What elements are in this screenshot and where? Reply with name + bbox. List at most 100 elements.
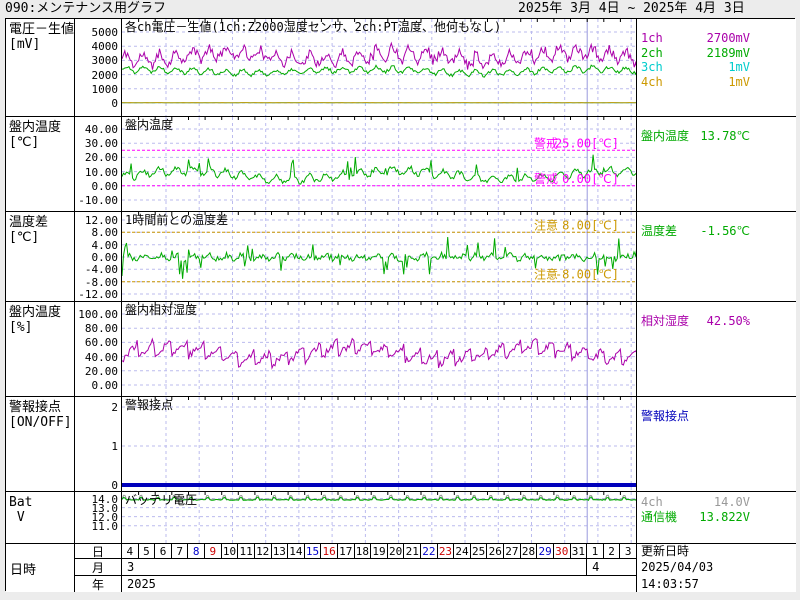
y-tick-label: 0.00 xyxy=(91,379,119,392)
update-datetime: 更新日時 2025/04/03 14:03:57 xyxy=(636,543,796,592)
y-tick-label: 4000 xyxy=(91,40,119,54)
row-unit-text: [mV] xyxy=(9,37,41,52)
y-tick-label: 1000 xyxy=(91,82,119,96)
y-tick-label: 3000 xyxy=(91,54,119,68)
y-tick-label: -4.00 xyxy=(84,263,118,277)
date-row-label: 日時 xyxy=(6,543,74,592)
svg-text:8.00[℃]: 8.00[℃] xyxy=(562,218,619,232)
current-value-label: 4ch xyxy=(641,74,663,89)
y-tick-label: 30.00 xyxy=(84,137,118,151)
current-value-label: 3ch xyxy=(641,60,663,74)
y-tick-label: 5000 xyxy=(91,26,119,39)
day-cell: 18 xyxy=(353,543,371,558)
current-value: 2700mV xyxy=(706,31,750,45)
day-cell: 23 xyxy=(436,543,454,558)
current-value: -1.56℃ xyxy=(700,224,750,238)
current-value-row: 警報接点 xyxy=(637,409,796,424)
day-cell: 5 xyxy=(137,543,155,558)
y-tick-label: -8.00 xyxy=(84,275,118,289)
y-axis-battery-voltage: 14.0 13.0 12.0 11.0 xyxy=(74,491,121,543)
row-unit-text: [%] xyxy=(9,320,33,335)
svg-text:注意: 注意 xyxy=(534,267,558,282)
chart-title-voltage-raw: 各ch電圧－生値(1ch:Z2000湿度センサ、2ch:PT温度、他何もなし) xyxy=(125,20,502,34)
right-panel-temperature-diff: 温度差 -1.56℃ xyxy=(636,211,796,301)
chart-title-relative-humidity: 盤内相対湿度 xyxy=(125,303,198,317)
right-panel-relative-humidity: 相対湿度 42.50% xyxy=(636,301,796,396)
current-value-label: 警報接点 xyxy=(641,409,690,423)
chart-title-panel-temperature: 盤内温度 xyxy=(125,118,174,132)
chart-svg-voltage-raw xyxy=(122,19,636,116)
row-label-text: 盤内温度 xyxy=(9,120,62,135)
y-tick-label: 2 xyxy=(111,401,118,414)
row-label-text: 警報接点 xyxy=(9,400,62,415)
y-tick-label: 12.0 xyxy=(91,510,119,524)
day-cell: 4 xyxy=(121,543,138,558)
current-value: 42.50% xyxy=(706,314,750,328)
day-cell: 21 xyxy=(403,543,421,558)
day-cell: 31 xyxy=(569,543,587,558)
y-tick-label: 0.00 xyxy=(91,179,119,193)
day-cell: 15 xyxy=(303,543,321,558)
row-unit-text: [℃] xyxy=(9,135,40,150)
day-cell: 9 xyxy=(204,543,221,558)
y-axis-temperature-diff: 12.00 8.00 4.00 0.00 -4.00 -8.00 -12.00 xyxy=(74,211,121,301)
day-cell: 17 xyxy=(336,543,354,558)
date-row-label-text: 日時 xyxy=(10,562,37,578)
row-unit-text: [℃] xyxy=(9,230,40,245)
y-tick-label: 0 xyxy=(111,479,118,491)
row-label-voltage-raw: 電圧－生値 [mV] xyxy=(6,19,74,116)
year-cell: 2025 xyxy=(121,575,636,592)
day-cell: 30 xyxy=(552,543,570,558)
current-value-label: 4ch xyxy=(641,495,663,509)
month-cell-april: 4 xyxy=(586,558,636,575)
chart-title-battery-voltage: バッテリ電圧 xyxy=(125,493,198,507)
graph-table: 電圧－生値 [mV] 5000 4000 3000 2000 1000 0 各ch電圧－生値(1… xyxy=(5,18,796,592)
y-tick-label: 2000 xyxy=(91,68,119,82)
current-value: 1mV xyxy=(728,74,750,89)
current-value-row: 3ch 1mV xyxy=(637,60,796,75)
row-label-text: 盤内温度 xyxy=(9,305,62,320)
current-value-label: 温度差 xyxy=(641,224,678,238)
current-value-row: 相対湿度 42.50% xyxy=(637,314,796,329)
month-header: 月 xyxy=(74,558,121,575)
day-cell: 28 xyxy=(519,543,537,558)
day-cell: 11 xyxy=(237,543,254,558)
current-value-label: 通信機 xyxy=(641,509,678,524)
y-tick-label: 40.00 xyxy=(84,123,118,136)
row-label-alarm-contact: 警報接点 [ON/OFF] xyxy=(6,396,74,491)
y-tick-label: 20.00 xyxy=(84,151,118,165)
day-cell: 13 xyxy=(270,543,288,558)
y-tick-label: 11.0 xyxy=(91,519,119,533)
month-cell-march: 3 xyxy=(121,558,587,575)
svg-text:25.00[℃]: 25.00[℃] xyxy=(555,136,619,150)
y-tick-label: 80.00 xyxy=(84,322,118,336)
y-tick-label: 8.00 xyxy=(91,226,119,240)
current-value-label: 2ch xyxy=(641,45,663,60)
day-cell: 26 xyxy=(486,543,504,558)
chart-area-relative-humidity: 盤内相対湿度 xyxy=(121,301,636,396)
title-bar: 090:メンテナンス用グラフ 2025年 3月 4日 ~ 2025年 4月 3日 xyxy=(0,0,800,18)
day-cell: 20 xyxy=(386,543,404,558)
chart-area-panel-temperature: 警戒 25.00[℃] 警戒 0.00[℃] 盤内温度 xyxy=(121,116,636,211)
current-value: 2189mV xyxy=(706,45,750,60)
current-value-row: 4ch 14.0V xyxy=(637,495,796,510)
row-label-temperature-diff: 温度差 [℃] xyxy=(6,211,74,301)
current-value-label: 相対湿度 xyxy=(641,314,690,328)
day-cell: 10 xyxy=(220,543,238,558)
svg-text:警戒: 警戒 xyxy=(534,135,558,150)
y-tick-label: -10.00 xyxy=(78,194,118,207)
svg-text:警戒: 警戒 xyxy=(534,171,558,186)
day-cell: 6 xyxy=(154,543,171,558)
current-value-row: 通信機 13.822V xyxy=(637,510,796,525)
current-value-row: 温度差 -1.56℃ xyxy=(637,224,796,239)
current-value-label: 盤内温度 xyxy=(641,129,690,143)
chart-title-temperature-diff: 1時間前との温度差 xyxy=(125,213,229,227)
y-tick-label: 40.00 xyxy=(84,350,118,364)
row-label-battery-voltage: Bat V xyxy=(6,491,74,543)
chart-area-voltage-raw: 各ch電圧－生値(1ch:Z2000湿度センサ、2ch:PT温度、他何もなし) xyxy=(121,19,636,116)
svg-text:0.00[℃]: 0.00[℃] xyxy=(562,172,619,186)
y-tick-label: 0.00 xyxy=(91,251,119,264)
current-value-row: 4ch 1mV xyxy=(637,75,796,90)
update-datetime-label: 更新日時 xyxy=(641,544,690,558)
